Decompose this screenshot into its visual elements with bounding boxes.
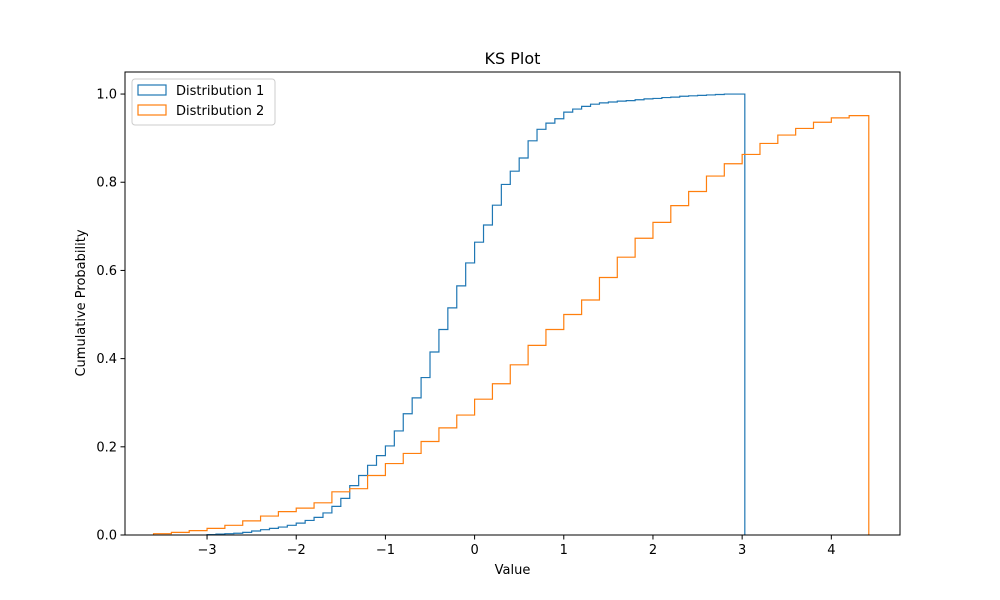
- legend-swatch-2: [137, 104, 167, 116]
- x-tick-label: −3: [197, 543, 216, 558]
- y-tick-label: 0.6: [96, 264, 117, 279]
- y-tick-label: 0.8: [96, 176, 117, 191]
- plot-area: [124, 71, 901, 536]
- legend-label-1: Distribution 1: [176, 84, 264, 99]
- x-tick-label: −2: [287, 543, 306, 558]
- axes-frame: [124, 71, 901, 536]
- series-line-1: [206, 93, 746, 536]
- series-line-2: [152, 115, 870, 535]
- x-tick-label: 0: [470, 543, 478, 558]
- chart-title: KS Plot: [485, 49, 541, 68]
- y-tick-label: 1.0: [96, 88, 117, 103]
- legend: Distribution 1 Distribution 2: [131, 78, 276, 126]
- y-axis-ticks: 0.0 0.2 0.4 0.6 0.8 1.0: [96, 88, 125, 544]
- x-axis-label: Value: [495, 563, 531, 578]
- legend-label-2: Distribution 2: [176, 104, 264, 119]
- x-tick-label: 2: [649, 543, 657, 558]
- y-tick-label: 0.0: [96, 529, 117, 544]
- legend-swatch-1: [137, 84, 167, 96]
- y-tick-label: 0.4: [96, 352, 117, 367]
- x-tick-label: 4: [827, 543, 835, 558]
- x-axis-ticks: −3 −2 −1 0 1 2 3 4: [197, 535, 835, 558]
- x-tick-label: −1: [376, 543, 395, 558]
- legend-box: [131, 78, 276, 126]
- y-tick-label: 0.2: [96, 440, 117, 455]
- y-axis-label: Cumulative Probability: [74, 229, 89, 376]
- x-tick-label: 3: [738, 543, 746, 558]
- x-tick-label: 1: [560, 543, 568, 558]
